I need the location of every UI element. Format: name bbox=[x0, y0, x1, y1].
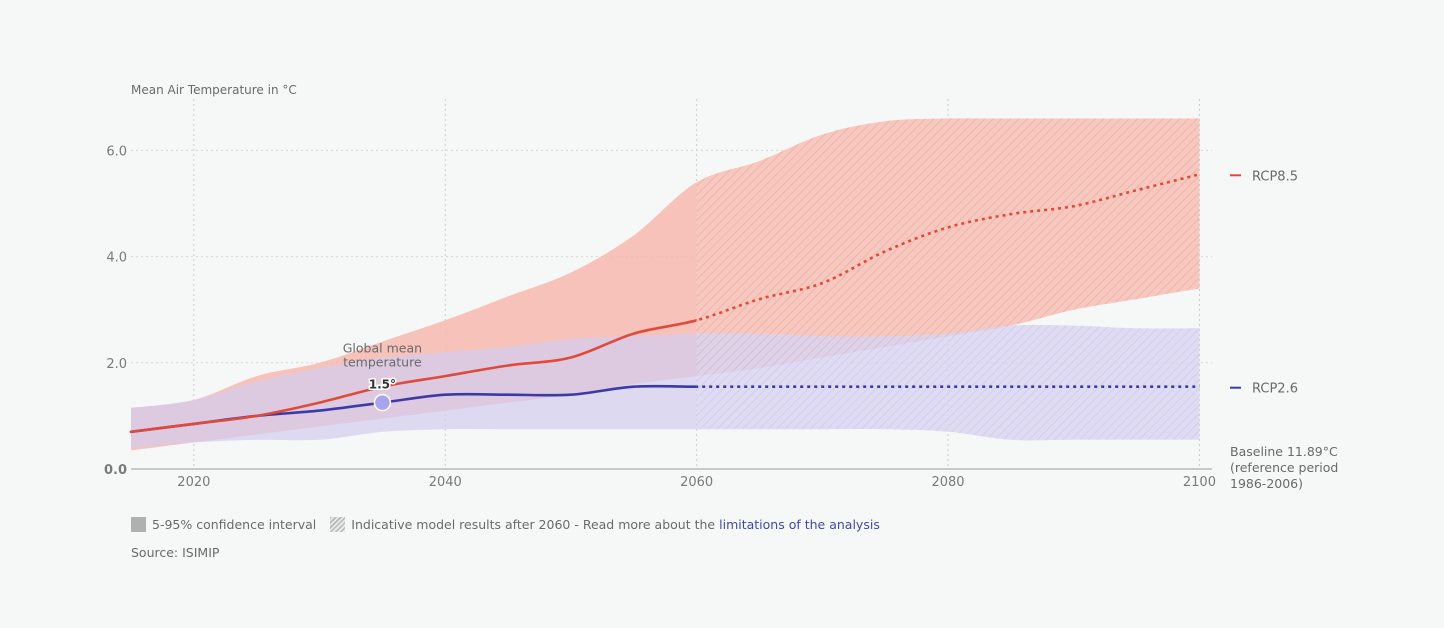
y-tick-label: 6.0 bbox=[106, 144, 127, 159]
y-tick-label: 0.0 bbox=[104, 463, 127, 478]
series-label-rcp26: RCP2.6 bbox=[1252, 382, 1298, 397]
band-rcp26-observed bbox=[131, 333, 697, 448]
y-axis-title: Mean Air Temperature in °C bbox=[131, 83, 297, 97]
annotation-value: 1.5° bbox=[369, 378, 396, 392]
x-tick-label: 2040 bbox=[429, 475, 462, 490]
baseline-note: Baseline 11.89°C(reference period1986-20… bbox=[1230, 444, 1338, 491]
x-tick-label: 2020 bbox=[177, 475, 210, 490]
series-label-rcp85: RCP8.5 bbox=[1252, 169, 1298, 184]
tick-labels: 0.0 2.0 4.0 6.0 2020 2040 2060 2080 2100 bbox=[104, 144, 1216, 490]
annotation-text: Global mean bbox=[343, 341, 422, 356]
y-tick-label: 4.0 bbox=[106, 251, 127, 266]
band-rcp85-indicative bbox=[696, 118, 1200, 377]
indicative-swatch bbox=[330, 517, 346, 532]
legend-confidence-label: 5-95% confidence interval bbox=[152, 517, 317, 532]
annotation-marker bbox=[373, 393, 392, 412]
x-tick-label: 2100 bbox=[1183, 475, 1216, 490]
band-rcp26-indicative bbox=[696, 324, 1200, 441]
baseline-text: (reference period bbox=[1230, 460, 1338, 475]
line-rcp26-solid bbox=[129, 384, 697, 434]
line-rcp85-dotted bbox=[696, 173, 1200, 322]
annotation-text: temperature bbox=[343, 355, 422, 370]
limitations-link[interactable]: limitations of the analysis bbox=[719, 517, 880, 532]
legend-indicative-label: Indicative model results after 2060 - Re… bbox=[351, 517, 716, 532]
source-note: Source: ISIMIP bbox=[131, 545, 220, 560]
x-tick-label: 2080 bbox=[931, 475, 964, 490]
legend: 5-95% confidence interval Indicative mod… bbox=[131, 517, 880, 532]
confidence-bands bbox=[131, 118, 1200, 451]
y-tick-label: 2.0 bbox=[106, 357, 127, 372]
confidence-swatch bbox=[131, 517, 146, 532]
series-labels: RCP8.5 RCP2.6 bbox=[1230, 169, 1298, 397]
series-lines bbox=[129, 173, 1200, 434]
x-tick-label: 2060 bbox=[680, 475, 713, 490]
baseline-text: Baseline 11.89°C bbox=[1230, 444, 1338, 459]
line-rcp85-solid bbox=[129, 318, 697, 434]
baseline-text: 1986-2006) bbox=[1230, 476, 1303, 491]
